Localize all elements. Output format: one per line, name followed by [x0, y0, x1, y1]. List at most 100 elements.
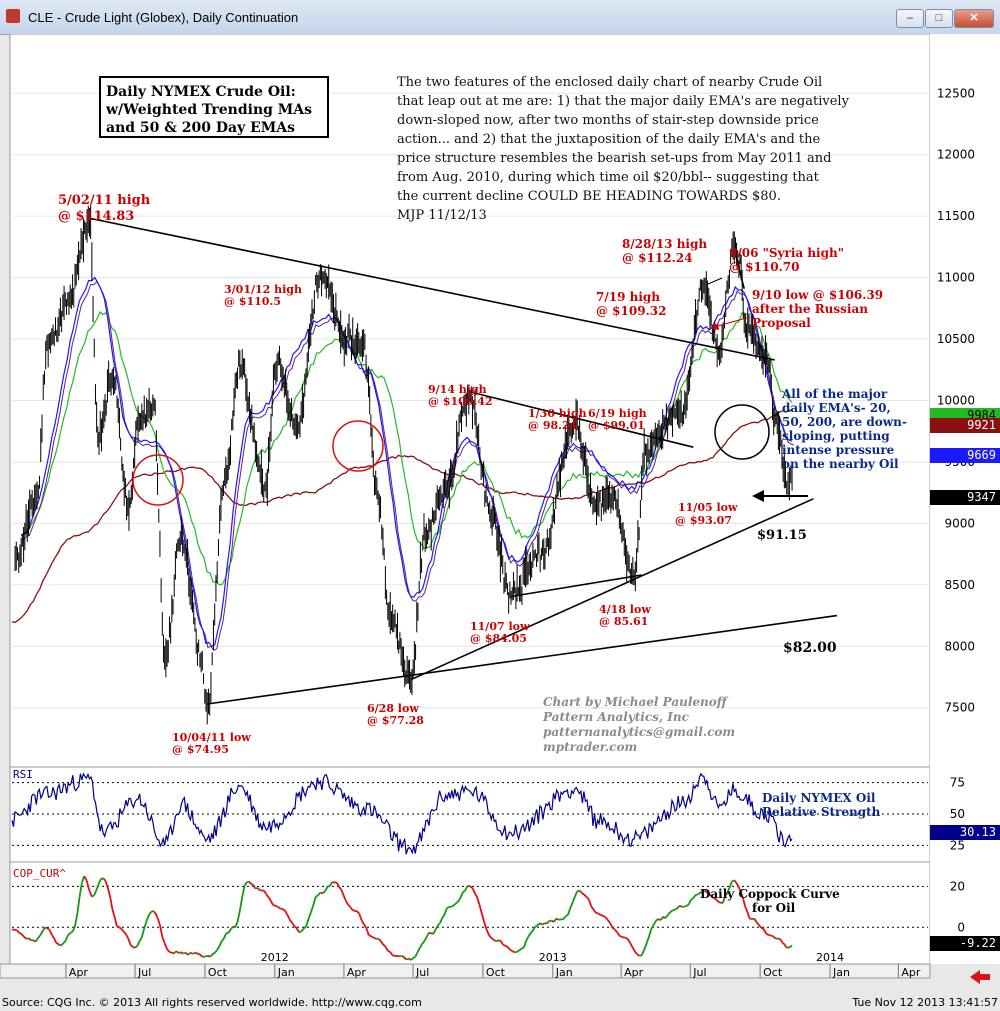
annotation-may11-high-price: @ $114.83	[58, 209, 134, 224]
coppock-segment	[51, 934, 55, 939]
price-y-axis: 7500800085009000950010000105001100011500…	[937, 86, 975, 934]
coppock-segment	[457, 897, 462, 902]
annotation-sep10-low: 9/10 low @ $106.39	[752, 288, 883, 302]
coppock-segment	[627, 939, 632, 945]
coppock-segment	[147, 911, 152, 916]
coppock-segment	[616, 931, 621, 937]
coppock-segment	[338, 886, 343, 891]
coppock-segment	[230, 926, 234, 930]
coppock-segment	[93, 890, 98, 896]
scroll-right-arrow-icon[interactable]	[970, 970, 990, 984]
coppock-segment	[288, 919, 293, 924]
footer-source: Source: CQG Inc. © 2013 All rights reser…	[2, 996, 422, 1009]
coppock-segment	[652, 920, 657, 926]
coppock-segment	[509, 948, 513, 952]
coppock-segment	[462, 889, 466, 893]
coppock-segment	[768, 933, 772, 937]
coppock-segment	[502, 943, 506, 947]
coppock-segment	[779, 939, 784, 944]
coppock-segment	[480, 913, 485, 923]
coppock-segment	[419, 943, 423, 949]
coppock-segment	[203, 955, 207, 958]
coppock-segment	[270, 900, 275, 906]
coppock-segment	[645, 936, 650, 945]
coppock-segment	[762, 928, 767, 934]
side-note-line: sloping, putting	[782, 429, 890, 443]
coppock-segment	[735, 882, 740, 888]
trendline	[733, 249, 745, 289]
annotation-may11-high: 5/02/11 high	[58, 193, 151, 208]
highlight-circle-may11	[132, 454, 184, 506]
coppock-segment	[432, 929, 437, 935]
coppock-segment	[246, 880, 250, 884]
price-tick-label: 10000	[937, 394, 975, 408]
title-line-2: w/Weighted Trending MAs	[105, 102, 312, 118]
coppock-segment	[690, 897, 694, 901]
coppock-segment	[64, 934, 69, 942]
title-box: Daily NYMEX Crude Oil: w/Weighted Trendi…	[99, 76, 329, 138]
coppock-segment	[134, 945, 138, 949]
close-button[interactable]: ✕	[954, 9, 994, 28]
coppock-segment	[731, 879, 735, 883]
annotation-nov12-low-price: @ $84.05	[470, 632, 527, 645]
minimize-button[interactable]: –	[896, 9, 924, 28]
arrow-icon	[752, 490, 808, 502]
highlight-circle-may12	[332, 420, 384, 472]
coppock-segment	[609, 922, 614, 928]
coppock-segment	[370, 935, 374, 939]
coppock-segment	[658, 918, 662, 921]
price-bars	[14, 205, 793, 725]
annotation-mar12-high: 3/01/12 high	[224, 283, 302, 296]
credit-line: Chart by Michael Paulenoff	[543, 695, 729, 709]
annotation-mar12-high-price: @ $110.5	[224, 295, 281, 308]
coppock-segment	[109, 895, 114, 909]
commentary-line: the current decline COULD BE HEADING TOW…	[397, 189, 781, 204]
coppock-segment	[414, 951, 419, 958]
coppock-segment	[755, 921, 760, 926]
coppock-segment	[252, 884, 257, 890]
coppock-segment	[248, 880, 252, 885]
x-year-label: 2012	[261, 951, 289, 964]
last-price-flag: 9347	[930, 490, 1000, 505]
coppock-segment	[490, 937, 495, 941]
price-tick-label: 10500	[937, 332, 975, 346]
annotation-jun12-low: 6/28 low	[367, 702, 419, 715]
coppock-segment	[161, 936, 166, 944]
coppock-segment	[749, 917, 753, 920]
annotation-aug13-high-price: @ $112.24	[622, 251, 692, 265]
coppock-tick-label: 20	[950, 879, 965, 893]
coppock-segment	[695, 893, 699, 896]
coppock-segment	[360, 919, 365, 925]
coppock-segment	[669, 909, 674, 913]
coppock-segment	[342, 894, 347, 901]
coppock-segment	[183, 951, 186, 955]
coppock-segment	[45, 926, 49, 930]
annotation-aug13-high: 8/28/13 high	[622, 237, 707, 251]
coppock-segment	[196, 952, 200, 955]
coppock-segment	[356, 910, 360, 915]
price-tick-label: 11500	[937, 209, 975, 223]
coppock-segment	[312, 896, 317, 906]
coppock-segment	[740, 891, 744, 899]
pointer-arrow-russian	[710, 316, 751, 330]
coppock-segment	[518, 947, 523, 952]
annotation-nov13-low: 11/05 low	[678, 501, 738, 514]
coppock-segment	[358, 913, 363, 921]
coppock-segment	[659, 916, 664, 921]
coppock-segment	[310, 905, 315, 913]
annotation-jul13-high-price: @ $109.32	[596, 304, 666, 318]
coppock-segment	[562, 915, 567, 920]
coppock-segment	[676, 905, 681, 909]
coppock-segment	[416, 947, 421, 953]
coppock-segment	[674, 907, 678, 911]
rsi-path	[11, 772, 793, 855]
coppock-segment	[452, 902, 457, 907]
coppock-segment	[621, 936, 625, 939]
coppock-segment	[777, 937, 782, 941]
annotation-sep12-high: 9/14 high	[428, 383, 487, 396]
coppock-segment	[434, 924, 439, 930]
coppock-segment	[368, 934, 372, 938]
maximize-button[interactable]: □	[925, 9, 953, 28]
coppock-segment	[437, 922, 441, 926]
coppock-segment	[772, 935, 777, 940]
